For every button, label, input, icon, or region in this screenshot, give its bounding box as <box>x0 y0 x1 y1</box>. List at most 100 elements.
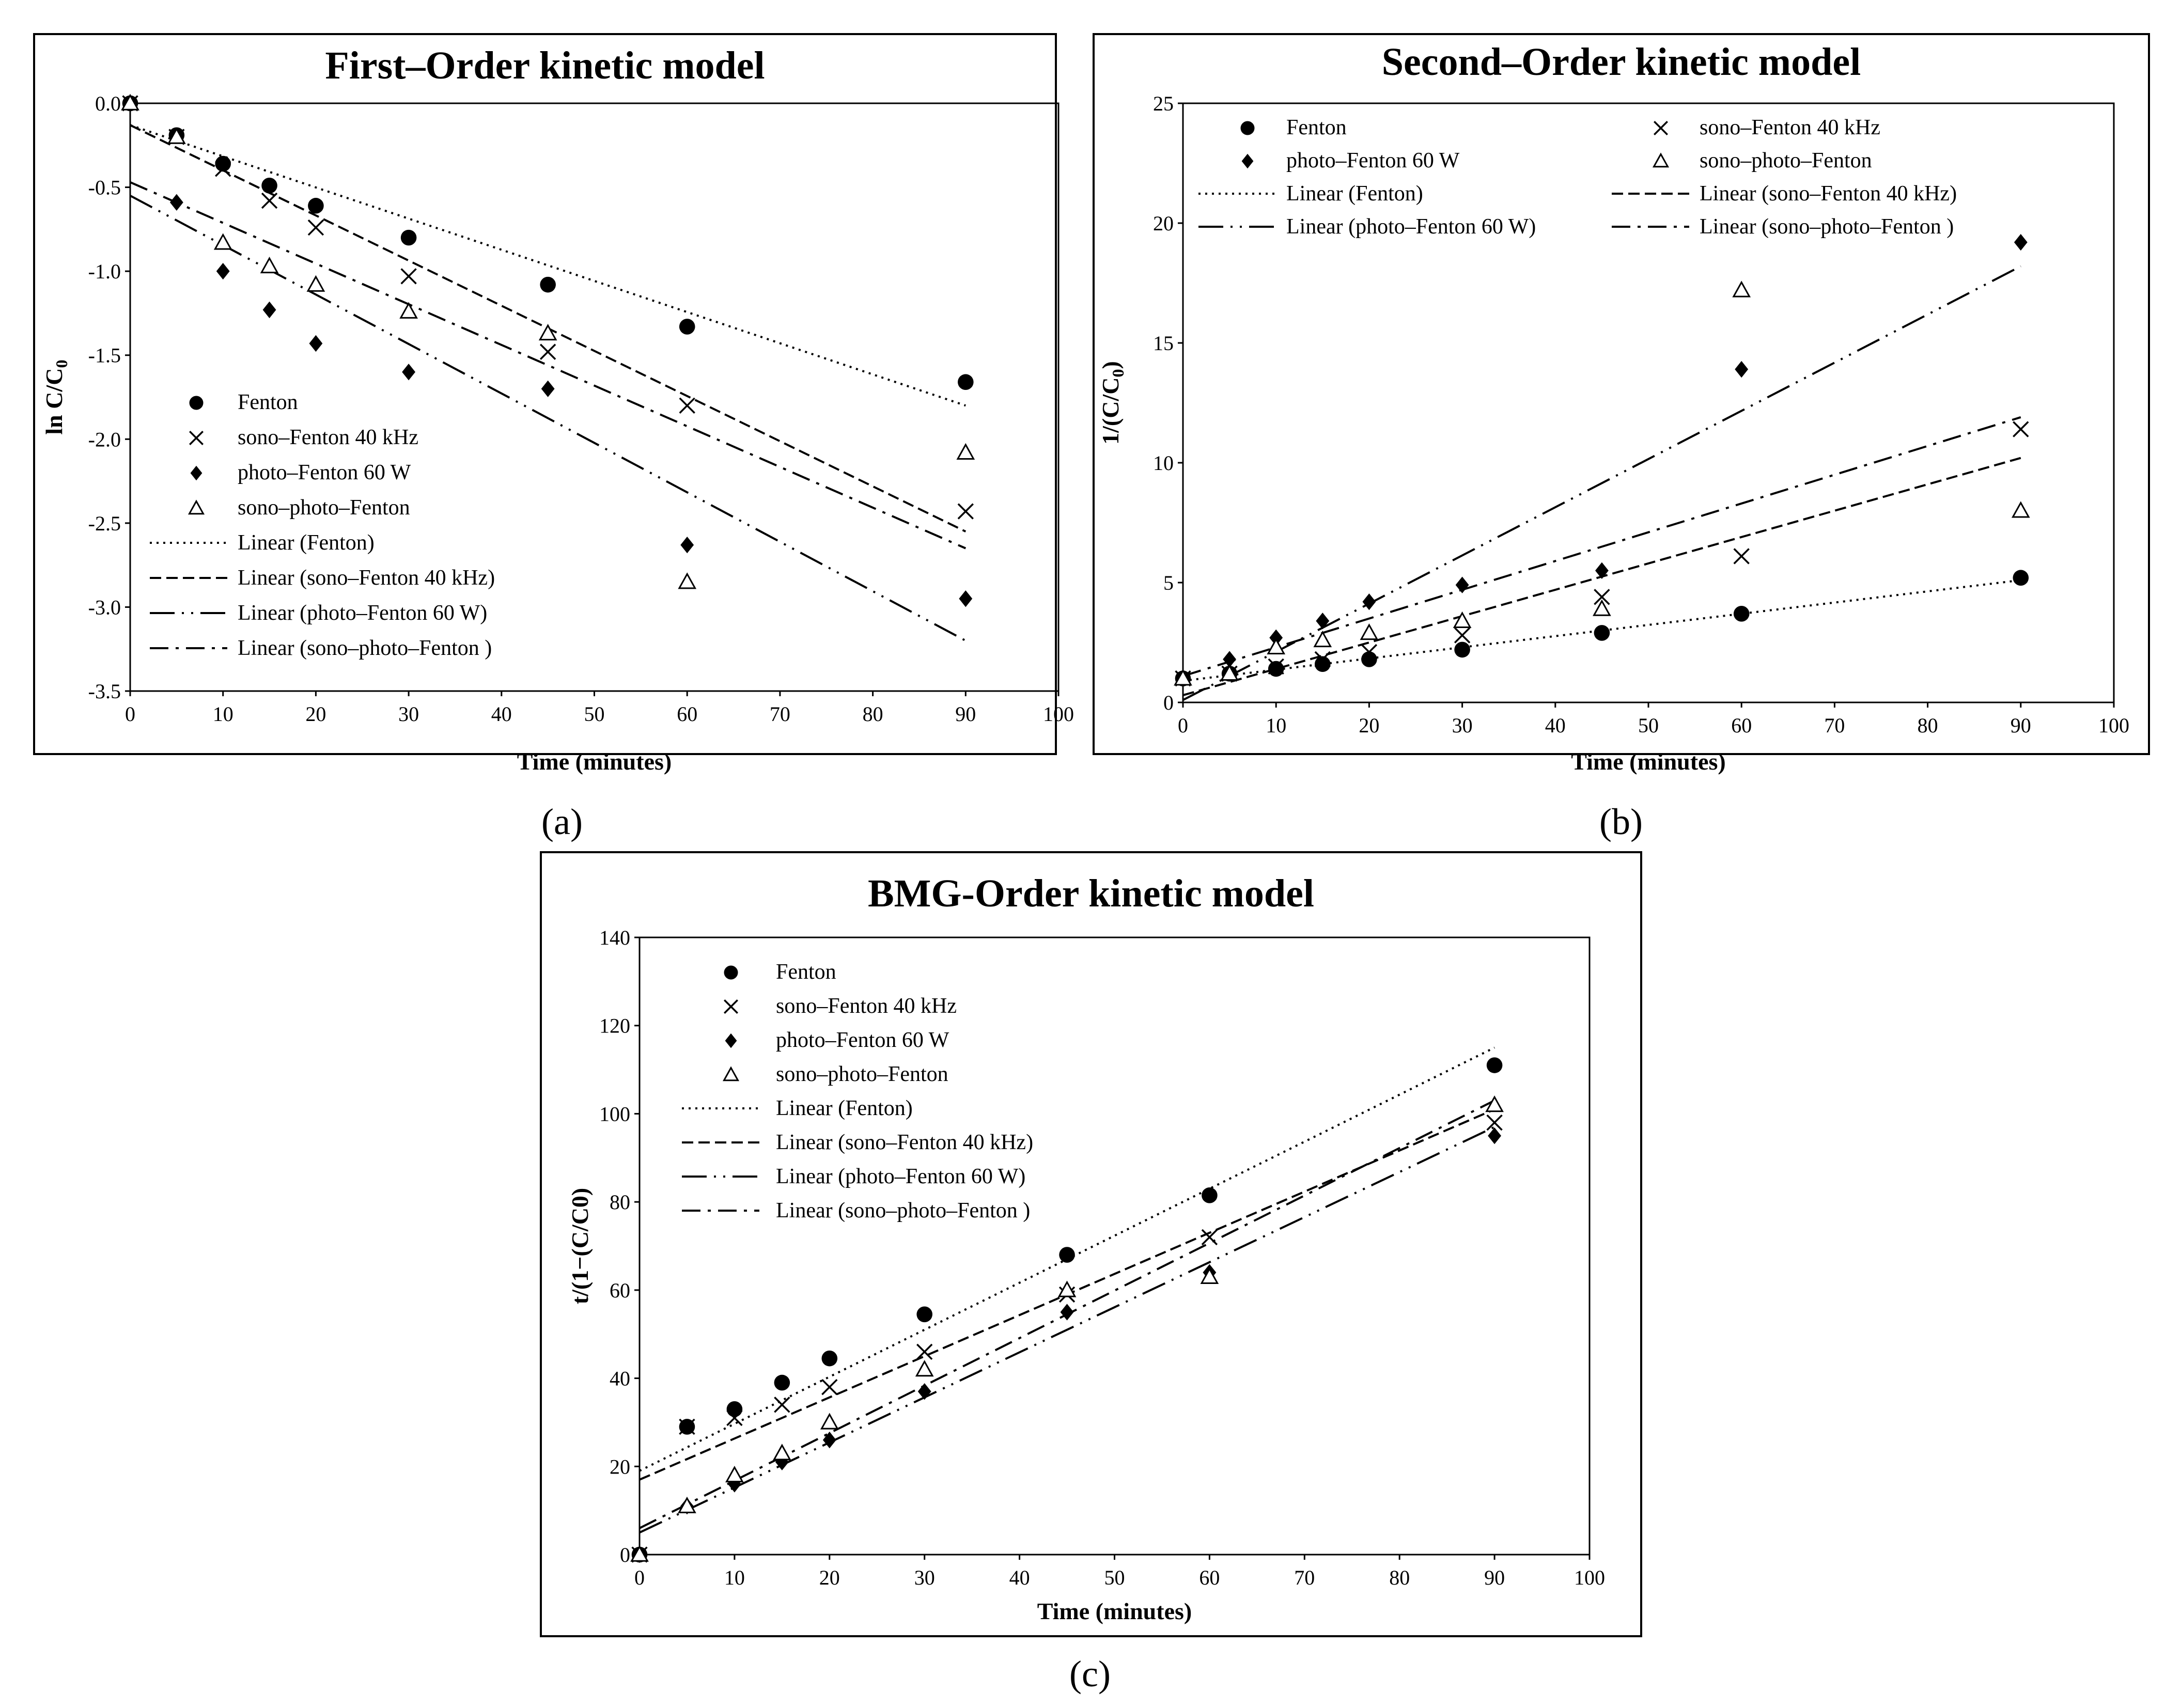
data-point-circle <box>1486 1057 1503 1073</box>
data-point-triangle <box>167 127 186 144</box>
data-point-x <box>307 219 324 236</box>
legend-label: sono–photo–Fenton <box>238 496 410 520</box>
legend-label: Linear (Fenton) <box>776 1096 913 1120</box>
data-point-triangle <box>306 275 325 292</box>
data-point-circle <box>1268 661 1284 677</box>
panel-first-order: First–Order kinetic model 0.0 -0.5 -1.0 -1.5… <box>33 33 1074 842</box>
data-point-triangle <box>1174 669 1192 686</box>
x-tick-label: 40 <box>1545 714 1566 737</box>
x-tick-label: 100 <box>1043 702 1074 726</box>
data-point-circle <box>1733 606 1750 622</box>
data-point-triangle <box>820 1413 839 1430</box>
legend-label: sono–Fenton 40 kHz <box>238 426 418 449</box>
legend-marker-triangle <box>722 1066 740 1082</box>
panel-frame <box>33 33 1057 755</box>
y-axis-label-subscript: 0 <box>1109 369 1127 377</box>
legend-label: Fenton <box>776 960 836 984</box>
data-point-circle <box>821 1350 838 1367</box>
data-point-circle <box>1315 656 1331 672</box>
y-axis-label: 1/(C/C0) <box>1097 361 1127 445</box>
legend-marker-circle <box>189 396 204 410</box>
legend-label: Fenton <box>238 390 298 414</box>
data-point-x <box>1733 548 1750 565</box>
y-tick-label: 25 <box>1153 92 1174 115</box>
data-point-x <box>1361 644 1378 661</box>
data-point-circle <box>679 319 695 335</box>
x-tick-label: 30 <box>914 1566 935 1589</box>
y-axis-label-subscript: 0 <box>52 359 71 368</box>
legend-label: Linear (Fenton) <box>1286 182 1423 206</box>
data-point-circle <box>215 155 231 172</box>
legend-marker-x <box>1654 121 1668 135</box>
x-tick-label: 70 <box>1294 1566 1315 1589</box>
legend-label: sono–photo–Fenton <box>1700 149 1872 173</box>
data-point-diamond <box>541 380 555 397</box>
data-point-diamond <box>169 194 183 211</box>
data-point-triangle <box>678 1496 696 1513</box>
x-tick-label: 60 <box>1199 1566 1220 1589</box>
legend-marker-diamond <box>190 465 202 481</box>
legend-label: photo–Fenton 60 W <box>1286 149 1460 173</box>
data-point-circle <box>1594 625 1610 641</box>
data-point-triangle <box>678 572 697 589</box>
data-point-triangle <box>1220 664 1239 681</box>
data-point-x <box>916 1343 933 1360</box>
x-tick-label: 50 <box>1638 714 1659 737</box>
panel-label: (b) <box>1599 801 1643 842</box>
data-point-x <box>821 1378 838 1396</box>
data-point-triangle <box>956 443 975 460</box>
legend-label: Linear (photo–Fenton 60 W) <box>776 1165 1025 1188</box>
y-tick-label: 20 <box>1153 212 1174 235</box>
y-tick-label: 15 <box>1153 332 1174 355</box>
data-point-triangle <box>773 1444 791 1461</box>
data-point-x <box>679 1418 695 1435</box>
x-axis-label: Time (minutes) <box>517 748 672 775</box>
data-point-triangle <box>1593 599 1611 616</box>
panel-bmg-order: BMG-Order kinetic model02040608010012014… <box>540 851 1642 1695</box>
data-point-triangle <box>538 324 557 341</box>
legend-label: photo–Fenton 60 W <box>776 1028 949 1052</box>
x-tick-label: 70 <box>770 702 790 726</box>
y-axis-label-end: ) <box>1097 361 1124 369</box>
chart-title: First–Order kinetic model <box>325 44 765 87</box>
data-point-x <box>215 161 231 177</box>
y-tick-label: -2.5 <box>88 512 121 535</box>
data-point-diamond <box>1223 651 1237 668</box>
legend-label: Linear (photo–Fenton 60 W) <box>238 601 487 625</box>
data-point-x <box>1594 589 1610 605</box>
y-tick-label: 20 <box>610 1455 630 1478</box>
panel-label: (c) <box>1069 1653 1111 1695</box>
legend-label: Linear (sono–Fenton 40 kHz) <box>776 1131 1033 1154</box>
x-tick-label: 90 <box>1484 1566 1505 1589</box>
legend-label: Linear (sono–photo–Fenton ) <box>1700 215 1954 239</box>
x-tick-label: 50 <box>584 702 605 726</box>
y-tick-label: -3.0 <box>88 596 121 619</box>
chart-title: Second–Order kinetic model <box>1382 40 1861 84</box>
data-point-triangle <box>1732 280 1751 297</box>
y-tick-label: -1.5 <box>88 344 121 367</box>
data-point-triangle <box>1360 623 1379 640</box>
x-tick-label: 0 <box>125 702 135 726</box>
panel-label: (a) <box>541 801 583 842</box>
panel-second-order: Second–Order kinetic model 0 5 10 15 20 25 0 10 2… <box>1093 33 2150 842</box>
data-point-triangle <box>121 93 139 111</box>
legend-label: Linear (Fenton) <box>238 531 375 555</box>
data-point-x <box>1314 651 1331 668</box>
data-point-x <box>539 343 556 360</box>
legend-marker-x <box>189 431 204 445</box>
x-tick-label: 40 <box>1009 1566 1030 1589</box>
x-tick-label: 30 <box>398 702 419 726</box>
x-tick-label: 20 <box>819 1566 840 1589</box>
data-point-circle <box>1454 641 1470 658</box>
y-tick-label: 0 <box>620 1543 630 1566</box>
x-tick-label: 100 <box>2098 714 2129 737</box>
data-point-triangle <box>630 1545 649 1562</box>
x-tick-label: 80 <box>863 702 883 726</box>
data-point-circle <box>726 1401 743 1417</box>
data-point-circle <box>1361 651 1377 667</box>
panel-frame <box>1093 33 2150 755</box>
data-point-diamond <box>680 536 694 554</box>
data-point-diamond <box>262 301 276 319</box>
data-point-diamond <box>1595 562 1609 579</box>
